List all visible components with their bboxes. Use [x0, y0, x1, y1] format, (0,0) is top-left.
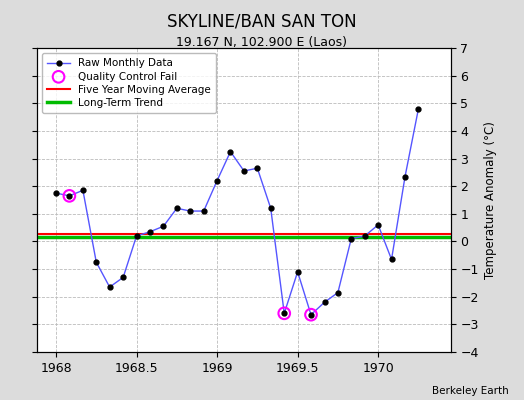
Raw Monthly Data [362, 234, 368, 238]
Raw Monthly Data [227, 149, 234, 154]
Raw Monthly Data [160, 224, 167, 229]
Raw Monthly Data [66, 194, 72, 198]
Y-axis label: Temperature Anomaly (°C): Temperature Anomaly (°C) [484, 121, 497, 279]
Raw Monthly Data [53, 191, 59, 196]
Raw Monthly Data [120, 275, 126, 280]
Raw Monthly Data [214, 178, 220, 183]
Raw Monthly Data [388, 257, 395, 262]
Quality Control Fail [307, 312, 315, 318]
Raw Monthly Data [375, 222, 381, 227]
Text: 19.167 N, 102.900 E (Laos): 19.167 N, 102.900 E (Laos) [177, 36, 347, 49]
Raw Monthly Data [254, 166, 260, 171]
Raw Monthly Data [281, 311, 287, 316]
Line: Raw Monthly Data: Raw Monthly Data [53, 106, 421, 317]
Raw Monthly Data [134, 234, 140, 238]
Quality Control Fail [65, 193, 73, 199]
Raw Monthly Data [308, 312, 314, 317]
Raw Monthly Data [106, 285, 113, 290]
Raw Monthly Data [335, 290, 341, 295]
Raw Monthly Data [173, 206, 180, 211]
Raw Monthly Data [93, 260, 100, 264]
Raw Monthly Data [402, 174, 408, 179]
Legend: Raw Monthly Data, Quality Control Fail, Five Year Moving Average, Long-Term Tren: Raw Monthly Data, Quality Control Fail, … [42, 53, 216, 113]
Raw Monthly Data [80, 188, 86, 193]
Raw Monthly Data [321, 300, 328, 305]
Text: Berkeley Earth: Berkeley Earth [432, 386, 508, 396]
Raw Monthly Data [187, 209, 193, 214]
Raw Monthly Data [294, 270, 301, 274]
Raw Monthly Data [147, 229, 153, 234]
Raw Monthly Data [268, 206, 274, 211]
Raw Monthly Data [348, 236, 354, 241]
Raw Monthly Data [201, 209, 207, 214]
Raw Monthly Data [416, 106, 422, 111]
Quality Control Fail [280, 310, 288, 316]
Text: SKYLINE/BAN SAN TON: SKYLINE/BAN SAN TON [167, 12, 357, 30]
Raw Monthly Data [241, 168, 247, 173]
